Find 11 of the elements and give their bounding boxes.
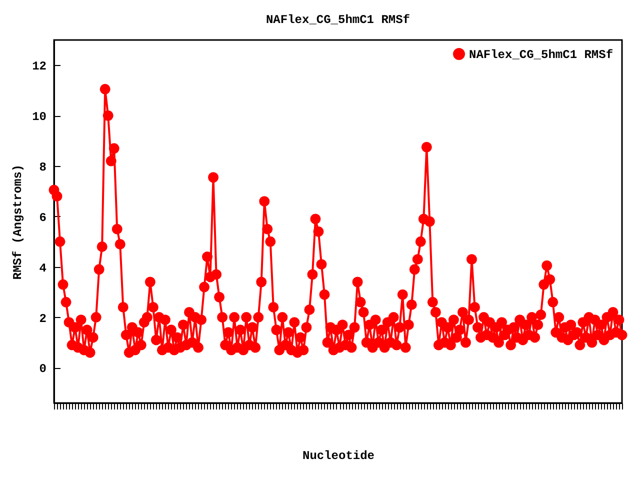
y-tick-label: 6 xyxy=(39,210,46,225)
chart-title: NAFlex_CG_5hmC1 RMSf xyxy=(266,13,410,27)
y-tick-label: 10 xyxy=(32,110,46,124)
x-axis-title: Nucleotide xyxy=(302,449,375,463)
y-tick-label: 8 xyxy=(39,160,46,175)
y-tick-label: 12 xyxy=(32,60,46,74)
y-tick-label: 0 xyxy=(39,362,46,376)
y-axis-title: RMSf (Angstroms) xyxy=(11,164,26,280)
y-tick-label: 2 xyxy=(39,312,46,326)
legend-label: NAFlex_CG_5hmC1 RMSf xyxy=(469,48,614,62)
y-tick-label: 4 xyxy=(39,261,46,276)
